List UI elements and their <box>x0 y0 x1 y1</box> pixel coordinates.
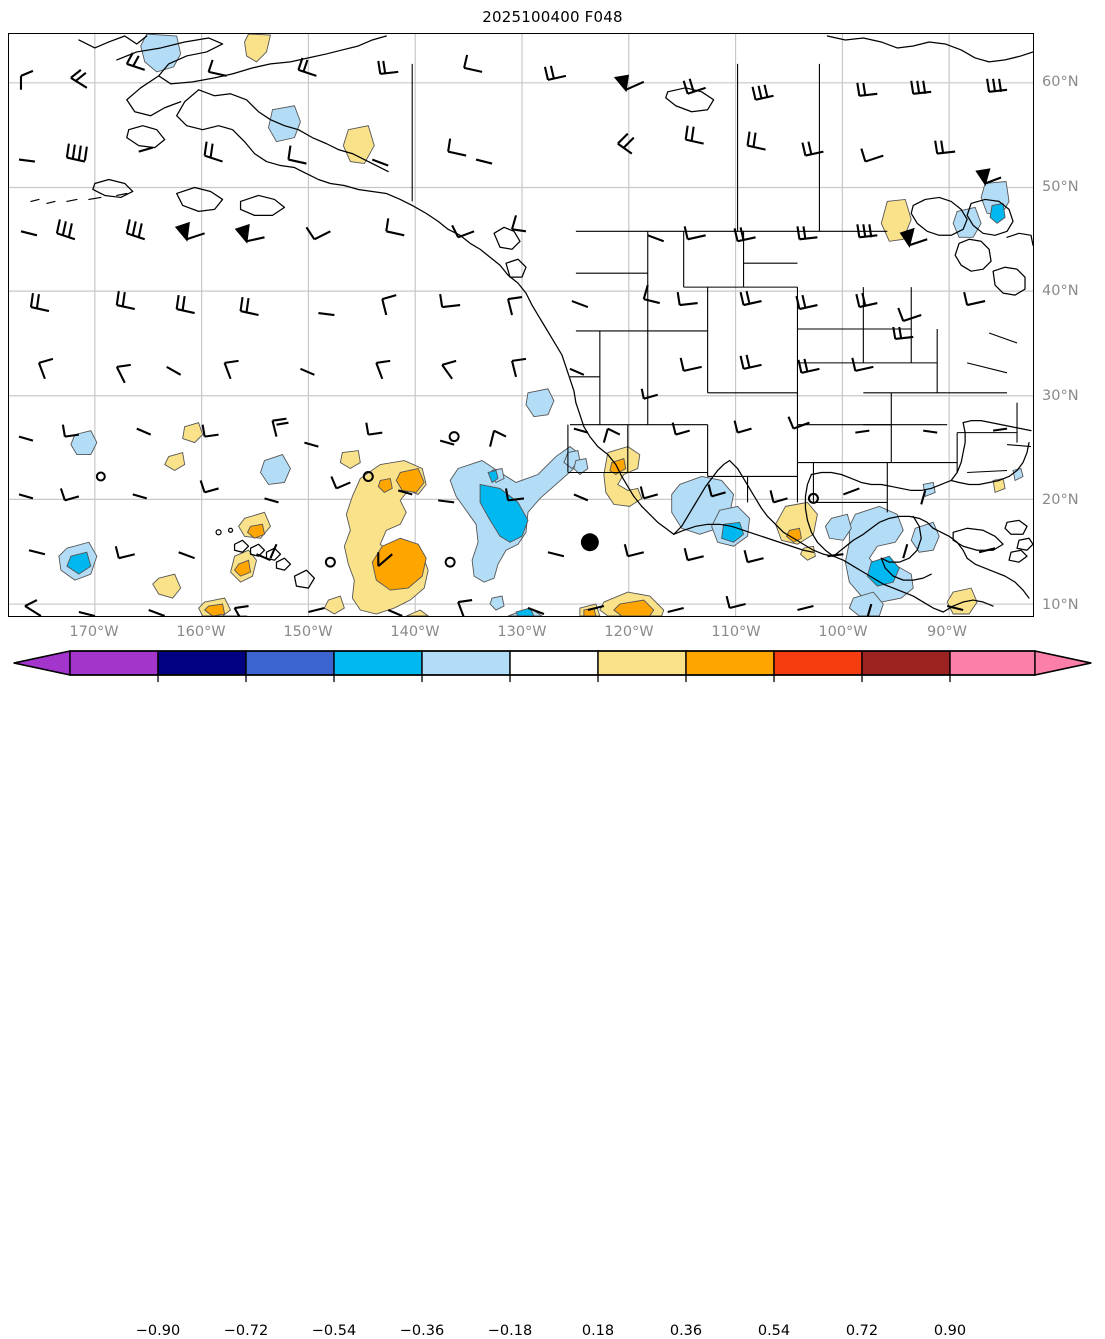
lon-tick-160w: 160°W <box>176 624 226 640</box>
lat-tick-50n: 50°N <box>1042 179 1079 195</box>
colorbar-seg-8 <box>773 650 863 676</box>
lat-tick-40n: 40°N <box>1042 283 1079 299</box>
lon-tick-150w: 150°W <box>283 624 333 640</box>
colorbar-seg-2 <box>245 650 335 676</box>
colorbar-seg-9 <box>861 650 951 676</box>
colorbar-seg-0 <box>69 650 159 676</box>
colorbar-label-6: 0.36 <box>669 1323 703 1339</box>
colorbar: −0.90 −0.72 −0.54 −0.36 −0.18 0.18 0.36 … <box>0 645 1105 1339</box>
colorbar-label-9: 0.90 <box>933 1323 967 1339</box>
lon-tick-170w: 170°W <box>69 624 119 640</box>
colorbar-label-2: −0.54 <box>311 1323 357 1339</box>
lat-tick-30n: 30°N <box>1042 388 1079 404</box>
colorbar-seg-7 <box>685 650 775 676</box>
colorbar-extend-min <box>13 650 71 676</box>
lon-tick-100w: 100°W <box>818 624 868 640</box>
lon-tick-120w: 120°W <box>604 624 654 640</box>
coastlines <box>30 35 1033 613</box>
lon-tick-130w: 130°W <box>497 624 547 640</box>
map-plot-area[interactable] <box>8 33 1034 617</box>
colorbar-seg-4 <box>421 650 511 676</box>
filled-contours <box>58 34 1024 616</box>
colorbar-seg-6 <box>597 650 687 676</box>
lat-tick-10n: 10°N <box>1042 597 1079 613</box>
wind-barbs <box>18 52 1008 616</box>
figure-title: 2025100400 F048 <box>482 8 623 26</box>
colorbar-svg <box>13 650 1092 682</box>
lat-tick-60n: 60°N <box>1042 74 1079 90</box>
colorbar-extend-max <box>1034 650 1092 676</box>
colorbar-label-4: −0.18 <box>487 1323 533 1339</box>
lon-tick-110w: 110°W <box>711 624 761 640</box>
colorbar-label-8: 0.72 <box>845 1323 879 1339</box>
colorbar-label-0: −0.90 <box>135 1323 181 1339</box>
lon-tick-140w: 140°W <box>390 624 440 640</box>
political-borders <box>411 63 1032 513</box>
weather-map-figure: 2025100400 F048 <box>0 8 1105 1339</box>
colorbar-seg-5 <box>509 650 599 676</box>
storm-center-marker[interactable] <box>580 533 599 552</box>
colorbar-label-7: 0.54 <box>757 1323 791 1339</box>
lon-tick-90w: 90°W <box>926 624 968 640</box>
colorbar-label-3: −0.36 <box>399 1323 445 1339</box>
map-canvas <box>9 34 1033 616</box>
colorbar-seg-10 <box>949 650 1036 676</box>
colorbar-seg-3 <box>333 650 423 676</box>
colorbar-label-1: −0.72 <box>223 1323 269 1339</box>
colorbar-label-5: 0.18 <box>581 1323 615 1339</box>
colorbar-seg-1 <box>157 650 247 676</box>
lat-tick-20n: 20°N <box>1042 492 1079 508</box>
